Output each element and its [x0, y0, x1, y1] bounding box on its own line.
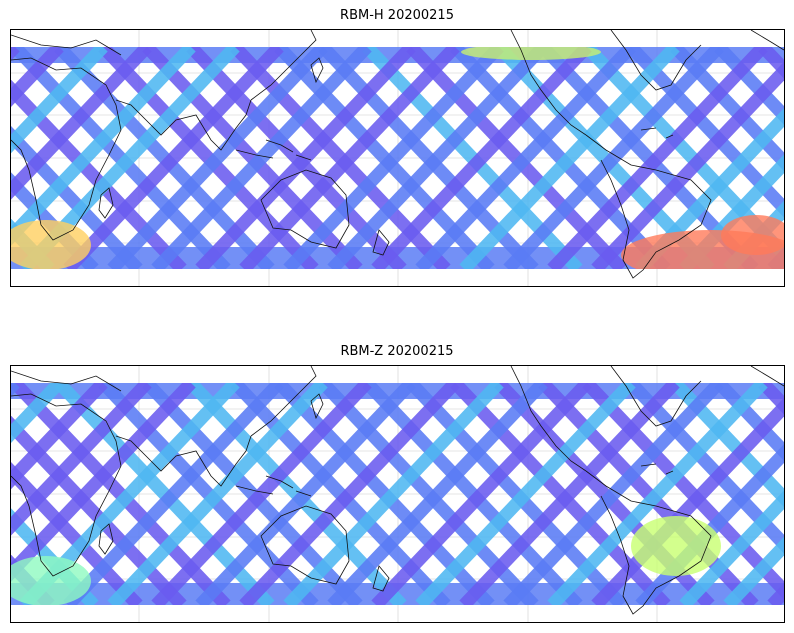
hotspot-south-indian-ocean-west [11, 220, 91, 269]
swath-track [11, 47, 152, 200]
swath-track [327, 383, 548, 605]
swath-track [327, 47, 548, 269]
swath-track [459, 383, 680, 605]
coastline [372, 229, 390, 256]
swath-track [371, 383, 592, 605]
coastlines [11, 366, 784, 615]
coastline [11, 393, 122, 577]
coastline [11, 370, 122, 392]
swath-track [239, 47, 460, 269]
coastline [310, 393, 324, 420]
swath-track [11, 47, 108, 154]
coastline [750, 30, 784, 51]
satellite-swaths [11, 47, 784, 269]
coastline [260, 169, 350, 249]
swath-track [283, 383, 504, 605]
swath-track [591, 61, 784, 269]
swath-track [626, 47, 784, 218]
coastline [750, 366, 784, 387]
swath-track [591, 397, 784, 605]
coastline [640, 127, 674, 139]
coastline [11, 34, 122, 56]
swath-track [547, 47, 768, 269]
hotspot-south-indian-ocean-west [11, 556, 91, 605]
swath-track [371, 47, 592, 269]
swath-track [107, 383, 328, 605]
coastline [510, 30, 587, 136]
swath-track [547, 383, 768, 605]
swath-track [459, 47, 680, 269]
swath-track [11, 383, 108, 490]
swath-track [63, 383, 284, 605]
swath-track [714, 47, 784, 125]
swath-track [11, 47, 64, 107]
swath-track [635, 108, 784, 269]
coastline [98, 187, 114, 219]
swath-track [151, 383, 372, 605]
map-panel-rbm-z [10, 365, 785, 623]
coastline [372, 565, 390, 592]
swath-track [151, 47, 372, 269]
swath-track [283, 47, 504, 269]
swath-track [11, 383, 152, 536]
hotspot-south-america-central [631, 516, 721, 576]
coastline [235, 475, 312, 497]
coastline [260, 505, 350, 585]
coastline [115, 435, 252, 487]
swath-track [415, 383, 636, 605]
swath-track [107, 47, 328, 269]
swath-track [503, 47, 724, 269]
hotspot-south-america-south [721, 215, 784, 255]
coastline [610, 30, 702, 91]
swath-track [670, 47, 784, 172]
swath-track [723, 536, 784, 605]
coastline [610, 366, 702, 427]
panel-1-title: RBM-H 20200215 [340, 8, 454, 23]
coastlines [11, 30, 784, 279]
swath-track [626, 383, 784, 554]
swath-track [11, 383, 64, 443]
coastline [310, 57, 324, 84]
coastline [640, 463, 674, 475]
coastline [235, 139, 312, 161]
map-canvas-rbm-h [11, 30, 784, 286]
coastline [585, 470, 712, 615]
swath-track [63, 47, 284, 269]
coastline [585, 134, 712, 279]
map-panel-rbm-h [10, 29, 785, 287]
swath-track [503, 383, 724, 605]
map-canvas-rbm-z [11, 366, 784, 622]
swath-track [239, 383, 460, 605]
swath-track [415, 47, 636, 269]
coastline [115, 99, 252, 151]
coastline [510, 366, 587, 472]
coastline [250, 366, 317, 437]
satellite-swaths [11, 383, 784, 605]
hotspot-north-pacific-east [461, 47, 601, 60]
swath-track [670, 383, 784, 508]
coastline [98, 523, 114, 555]
coastline [11, 57, 122, 241]
swath-track [679, 490, 784, 605]
swath-track [714, 383, 784, 461]
coastline [250, 30, 317, 101]
panel-2-title: RBM-Z 20200215 [340, 344, 454, 359]
